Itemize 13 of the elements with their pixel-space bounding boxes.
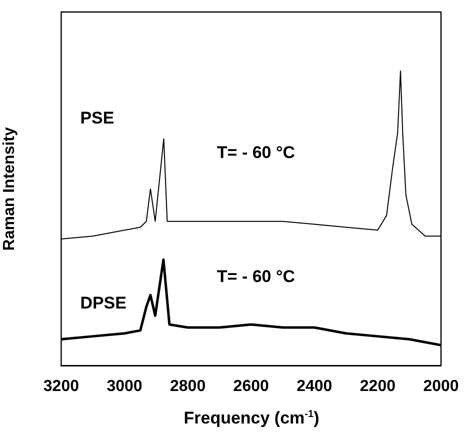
x-tick-label: 2600 (233, 378, 269, 395)
y-axis-title: Raman Intensity (1, 127, 18, 251)
x-tick-label: 3000 (106, 378, 142, 395)
series-label: DPSE (80, 294, 126, 313)
text: PSE (80, 108, 114, 128)
x-tick-label: 2400 (296, 378, 332, 395)
x-axis-title: Frequency (cm$^{-1}$) (182, 408, 320, 430)
annotation: T= - 60 °C (216, 267, 296, 286)
annotation: T= - 60 °C (216, 143, 296, 162)
x-tick-label: 2000 (423, 378, 459, 395)
x-tick-label: 2200 (360, 378, 396, 395)
x-tick-label: 2800 (170, 378, 206, 395)
x-tick-label: 3200 (43, 378, 80, 395)
